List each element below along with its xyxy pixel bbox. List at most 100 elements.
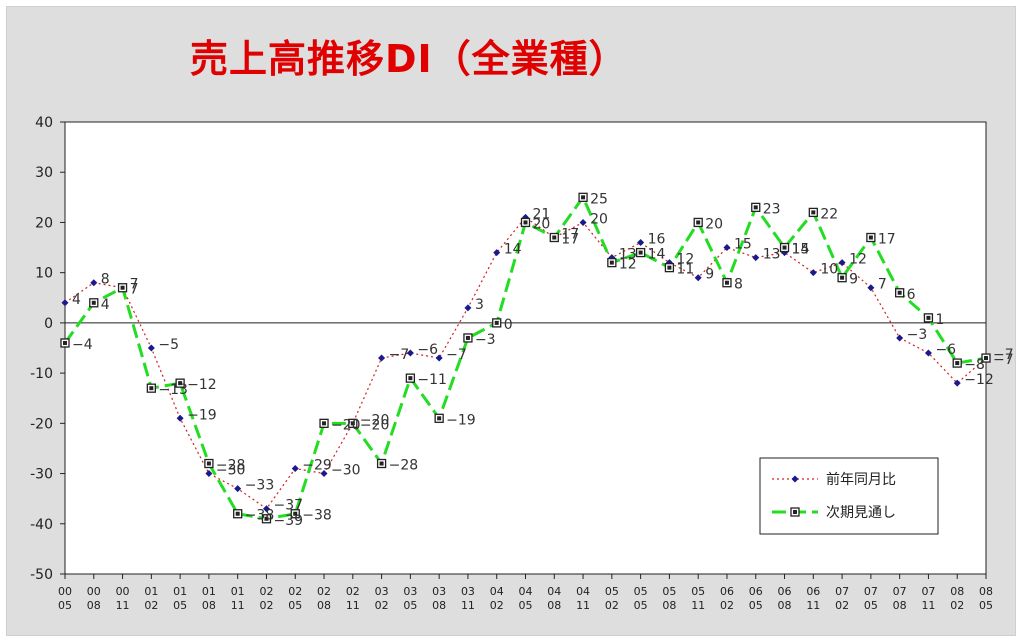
x-tick-label-top-26: 06 xyxy=(806,585,820,598)
series1-label-21: 12 xyxy=(676,252,694,268)
series1-label-7: −37 xyxy=(273,498,303,514)
series2-point-5 xyxy=(204,458,214,469)
series2-point-19 xyxy=(607,257,617,268)
series2-point-23 xyxy=(722,278,732,288)
series2-label-26: 22 xyxy=(820,206,838,222)
series2-point-4 xyxy=(175,378,185,388)
series1-label-11: −7 xyxy=(389,347,410,363)
series1-label-5: −30 xyxy=(216,463,246,479)
series2-point-18 xyxy=(578,192,588,202)
series1-point-18 xyxy=(579,218,587,226)
y-tick-label-0: 40 xyxy=(35,115,53,131)
series1-label-32: −7 xyxy=(993,347,1014,363)
x-tick-label-top-30: 07 xyxy=(921,585,935,598)
x-tick-label-bottom-14: 11 xyxy=(461,599,475,612)
series1-label-13: −7 xyxy=(446,347,467,363)
x-tick-label-top-15: 04 xyxy=(490,585,504,598)
x-tick-label-bottom-32: 05 xyxy=(979,599,993,612)
x-tick-label-top-6: 01 xyxy=(231,585,245,598)
x-tick-label-top-5: 01 xyxy=(202,585,216,598)
x-tick-label-bottom-21: 08 xyxy=(662,599,676,612)
x-tick-label-top-10: 02 xyxy=(346,585,360,598)
x-tick-label-top-23: 06 xyxy=(720,585,734,598)
series2-point-8 xyxy=(290,509,300,519)
x-tick-label-bottom-10: 11 xyxy=(346,599,360,612)
series2-point-7 xyxy=(261,514,272,524)
series1-point-22 xyxy=(694,274,702,282)
series2-point-27 xyxy=(837,273,847,283)
x-tick-label-top-22: 05 xyxy=(691,585,705,598)
series1-point-3 xyxy=(147,344,155,352)
x-tick-label-top-12: 03 xyxy=(403,585,417,598)
series2-label-29: 6 xyxy=(907,287,916,303)
x-tick-label-bottom-11: 02 xyxy=(375,599,389,612)
legend-box xyxy=(759,457,939,535)
series2-point-13 xyxy=(434,413,444,423)
series1-label-28: 7 xyxy=(878,277,887,293)
series2-point-6 xyxy=(233,509,243,519)
x-tick-label-top-9: 02 xyxy=(317,585,331,598)
series1-label-8: −29 xyxy=(302,458,332,474)
series2-label-7: −39 xyxy=(273,513,303,529)
series1-point-5 xyxy=(205,470,213,478)
series2-label-10: −20 xyxy=(360,417,390,433)
series2-label-27: 9 xyxy=(849,272,858,288)
series1-point-29 xyxy=(896,334,904,342)
chart-title: 売上高推移DI（全業種） xyxy=(190,37,628,81)
series2-label-30: 1 xyxy=(935,312,944,328)
y-tick-label-2: 20 xyxy=(35,215,53,231)
series1-label-22: 9 xyxy=(705,267,714,283)
series1-point-15 xyxy=(493,249,501,257)
x-tick-label-bottom-30: 11 xyxy=(921,599,935,612)
x-tick-label-bottom-1: 08 xyxy=(87,599,101,612)
legend-marker-2 xyxy=(790,507,800,517)
series2-point-17 xyxy=(549,232,559,243)
series1-label-0: 4 xyxy=(72,292,81,308)
series1-label-20: 16 xyxy=(648,232,666,248)
x-tick-label-top-31: 08 xyxy=(950,585,964,598)
series1-label-31: −12 xyxy=(964,372,994,388)
series1-label-6: −33 xyxy=(245,478,275,494)
series2-point-12 xyxy=(405,373,416,383)
series2-point-25 xyxy=(779,242,790,253)
series1-label-19: 13 xyxy=(619,247,637,263)
x-tick-label-top-1: 00 xyxy=(87,585,101,598)
series1-label-23: 15 xyxy=(734,237,752,253)
series2-label-3: −13 xyxy=(158,382,188,398)
series2-point-22 xyxy=(693,217,703,228)
series1-label-25: 14 xyxy=(792,242,810,258)
series1-point-11 xyxy=(378,354,386,362)
x-tick-label-top-0: 00 xyxy=(58,585,72,598)
series2-label-22: 20 xyxy=(705,216,723,232)
y-tick-label-7: -30 xyxy=(30,467,53,483)
legend-marker-1 xyxy=(791,475,799,483)
x-tick-label-bottom-17: 08 xyxy=(547,599,561,612)
x-tick-label-top-18: 04 xyxy=(576,585,590,598)
series1-point-1 xyxy=(90,279,98,287)
series2-point-15 xyxy=(492,318,502,328)
series1-point-13 xyxy=(435,354,443,362)
series2-label-4: −12 xyxy=(187,377,217,393)
x-tick-label-top-16: 04 xyxy=(519,585,533,598)
series2-label-25: 15 xyxy=(792,242,810,258)
series1-label-12: −6 xyxy=(417,342,438,358)
x-tick-label-bottom-4: 05 xyxy=(173,599,187,612)
series2-label-5: −28 xyxy=(216,458,246,474)
series2-point-29 xyxy=(895,288,905,298)
x-tick-label-bottom-25: 08 xyxy=(778,599,792,612)
series1-point-20 xyxy=(637,239,645,247)
series1-point-24 xyxy=(752,254,760,262)
series2-label-18: 25 xyxy=(590,191,608,207)
y-tick-label-3: 10 xyxy=(35,266,53,282)
series1-point-26 xyxy=(809,269,817,277)
series1-label-24: 13 xyxy=(763,247,781,263)
x-tick-label-bottom-6: 11 xyxy=(231,599,245,612)
x-tick-label-top-19: 05 xyxy=(605,585,619,598)
x-tick-label-top-17: 04 xyxy=(547,585,561,598)
series1-point-23 xyxy=(723,244,731,252)
x-tick-label-bottom-24: 05 xyxy=(749,599,763,612)
series2-point-9 xyxy=(319,418,329,428)
x-axis: 0005000800110102010501080111020202050208… xyxy=(58,574,993,612)
series2-point-28 xyxy=(866,232,876,243)
series2-label-13: −19 xyxy=(446,412,476,428)
